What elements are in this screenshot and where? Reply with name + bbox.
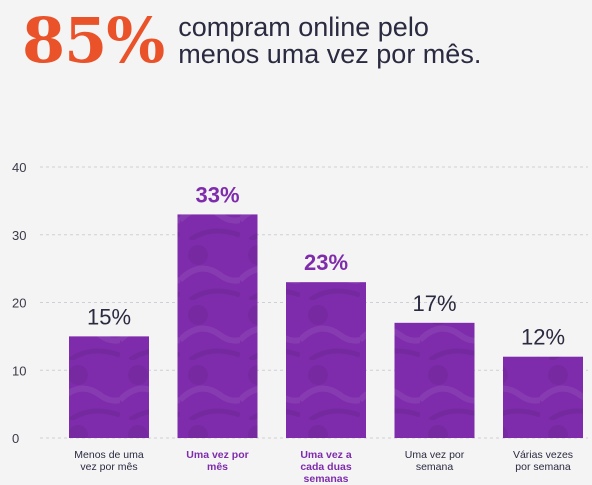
y-tick-label: 0 — [12, 431, 19, 446]
bar-texture — [177, 214, 258, 438]
bar-texture — [503, 356, 583, 438]
category-label: Várias vezes — [513, 449, 573, 461]
category-label: Uma vez por — [186, 449, 248, 461]
category-label: Uma vez por — [405, 449, 465, 461]
category-label: Uma vez a — [300, 449, 352, 461]
value-label: 33% — [195, 182, 239, 207]
bar-texture — [394, 322, 475, 438]
headline-line-1: compram online pelo — [178, 12, 429, 42]
y-tick-label: 20 — [12, 296, 26, 311]
value-label: 15% — [87, 304, 131, 329]
value-label: 17% — [412, 291, 456, 316]
category-label: Menos de uma — [74, 449, 144, 461]
bar-texture — [69, 336, 149, 438]
headline-percent: 85% — [22, 4, 165, 77]
y-tick-label: 40 — [12, 160, 26, 175]
category-label: vez por mês — [80, 461, 137, 473]
headline-text: compram online pelo menos uma vez por mê… — [178, 14, 481, 68]
bar-texture — [286, 282, 366, 438]
category-label: semana — [416, 461, 454, 473]
y-tick-label: 10 — [12, 363, 26, 378]
category-label: por semana — [515, 461, 571, 473]
value-label: 23% — [304, 250, 348, 275]
category-label: semanas — [304, 473, 349, 485]
headline-line-2: menos uma vez por mês. — [178, 39, 482, 69]
category-label: cada duas — [300, 461, 352, 473]
category-label: mês — [207, 461, 228, 473]
y-tick-label: 30 — [12, 228, 26, 243]
value-label: 12% — [521, 325, 565, 350]
headline: 85% compram online pelo menos uma vez po… — [22, 10, 481, 72]
